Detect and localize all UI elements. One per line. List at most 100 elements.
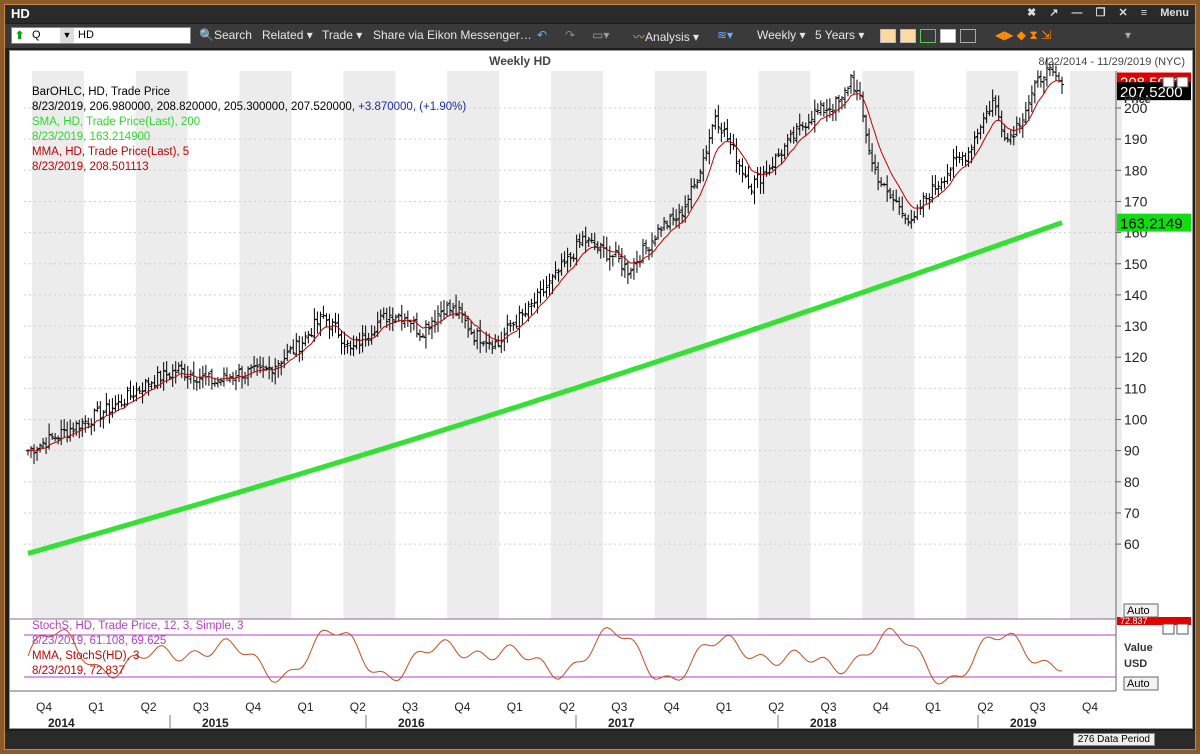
ohlc-bar	[541, 279, 546, 297]
ohlc-bar	[481, 340, 486, 347]
y-tick-label: 90	[1124, 443, 1140, 459]
ohlc-bar	[224, 367, 229, 382]
ohlc-bar	[845, 86, 850, 97]
ric-input[interactable]: ⬆ Q ▼ HD	[11, 27, 191, 44]
ohlc-bar	[963, 152, 968, 166]
ohlc-bar	[101, 410, 106, 429]
auto-label-lower: Auto	[1127, 678, 1150, 690]
panel-close-icon[interactable]	[1176, 76, 1189, 88]
minimize-icon[interactable]: —	[1071, 7, 1083, 19]
ohlc-bar	[559, 253, 564, 276]
ohlc-bar	[104, 392, 109, 415]
ohlc-bar	[294, 333, 299, 358]
auto-button-upper[interactable]	[1123, 603, 1159, 618]
toolbar: ⬆ Q ▼ HD 🔍Search Related ▾ Trade ▾ Share…	[5, 24, 1195, 48]
undo-icon[interactable]: ↶	[537, 28, 548, 42]
ric-type: Q	[32, 29, 41, 41]
more-icon[interactable]: ▾	[1125, 28, 1132, 42]
ohlc-bar	[255, 358, 260, 376]
legend-upper: BarOHLC, HD, Trade Price 8/23/2019, 206.9…	[32, 86, 466, 173]
ohlc-bar	[927, 193, 932, 210]
y-tick-label: 80	[1124, 474, 1140, 490]
interval-select[interactable]: Weekly ▾	[757, 28, 806, 42]
redo-icon[interactable]: ↷	[565, 28, 576, 42]
navigation-icons[interactable]: ◀▶ ◆ ⧗ ⇲	[995, 28, 1052, 42]
ohlc-bar	[625, 260, 630, 284]
period-select[interactable]: 5 Years ▾	[815, 28, 865, 42]
ohlc-bar	[98, 401, 103, 428]
ohlc-bar	[417, 329, 422, 342]
ohlc-bar	[432, 309, 437, 333]
stoch-cut-tag: 72.837	[1120, 616, 1148, 626]
ohlc-bar	[631, 258, 636, 280]
close-icon[interactable]: ✕	[1118, 7, 1128, 19]
close-x-icon[interactable]: ✖	[1026, 7, 1037, 19]
search-button[interactable]: 🔍Search	[199, 28, 252, 42]
legend-line: MMA, StochS(HD), 3	[32, 650, 139, 662]
quarter-label: Q2	[141, 700, 157, 714]
year-label: 2017	[608, 716, 635, 728]
share-button[interactable]: Share via Eikon Messenger…	[373, 28, 532, 42]
lower-panel-max-icon[interactable]	[1162, 623, 1175, 635]
ohlc-bar	[472, 329, 477, 346]
lower-panel-close-icon[interactable]	[1176, 623, 1189, 635]
ohlc-bar	[351, 335, 356, 357]
ohlc-bar	[1017, 117, 1022, 134]
ohlc-bar	[770, 156, 775, 171]
ric-dropdown-button[interactable]: ▼	[60, 28, 74, 43]
chart-area[interactable]: Weekly HD 8/22/2014 - 11/29/2019 (NYC) B…	[9, 50, 1193, 730]
add-panel-icon[interactable]	[940, 28, 956, 43]
quarter-label: Q3	[193, 700, 209, 714]
quarter-label: Q1	[88, 700, 104, 714]
ohlc-bar	[586, 236, 591, 248]
ohlc-bar	[797, 113, 802, 136]
stoch-cut-bg	[1117, 617, 1191, 625]
folder-icon[interactable]: ▭▾	[592, 28, 610, 42]
ohlc-bar	[511, 321, 516, 331]
ohlc-bar	[83, 415, 88, 433]
legend-line: 8/23/2019, 163.214900	[32, 131, 150, 143]
ohlc-bar	[466, 315, 471, 338]
ohlc-bar	[858, 81, 863, 100]
ohlc-bar	[252, 355, 257, 372]
crosshair-icon[interactable]	[920, 28, 936, 43]
ohlc-bar	[493, 334, 498, 350]
ohlc-bar	[110, 397, 115, 418]
ohlc-bar	[574, 234, 579, 266]
ohlc-bar	[116, 394, 121, 411]
ohlc-bar	[490, 340, 495, 355]
sma-tag-bg	[1117, 213, 1191, 232]
ohlc-bar	[993, 95, 998, 116]
restore-icon[interactable]: ❐	[1095, 7, 1106, 19]
search-icon: 🔍	[199, 28, 214, 42]
ohlc-bar	[562, 251, 567, 268]
ohlc-bar	[306, 331, 311, 344]
compare-chart-icon[interactable]	[900, 28, 916, 43]
layout-icon[interactable]	[960, 28, 976, 43]
ohlc-bar	[1005, 133, 1010, 143]
ohlc-bar	[619, 247, 624, 277]
ohlc-bar	[532, 292, 537, 308]
related-button[interactable]: Related ▾	[262, 28, 313, 42]
quarter-label: Q3	[402, 700, 418, 714]
pin-icon[interactable]: ↗	[1049, 7, 1059, 19]
trade-button[interactable]: Trade ▾	[322, 28, 363, 42]
ohlc-bar	[773, 153, 778, 176]
quarter-label: Q2	[768, 700, 784, 714]
auto-button-lower[interactable]	[1123, 676, 1159, 691]
ohlc-bar	[390, 307, 395, 332]
y-tick-label: 70	[1124, 505, 1140, 521]
menu-button[interactable]: ≡ Menu	[1140, 7, 1189, 19]
line-chart-icon[interactable]	[880, 28, 896, 43]
ohlc-bar	[698, 169, 703, 184]
ohlc-bar	[999, 110, 1004, 138]
overlay-icon[interactable]: ≋▾	[717, 28, 734, 42]
ohlc-bar	[737, 159, 742, 175]
ohlc-bar	[809, 110, 814, 126]
ohlc-bar	[206, 371, 211, 386]
ohlc-bar	[249, 364, 254, 378]
panel-max-icon[interactable]	[1162, 76, 1175, 88]
quarter-band	[447, 71, 500, 619]
analysis-button[interactable]: 〰Analysis ▾	[633, 30, 700, 44]
ohlc-bar	[80, 418, 85, 437]
